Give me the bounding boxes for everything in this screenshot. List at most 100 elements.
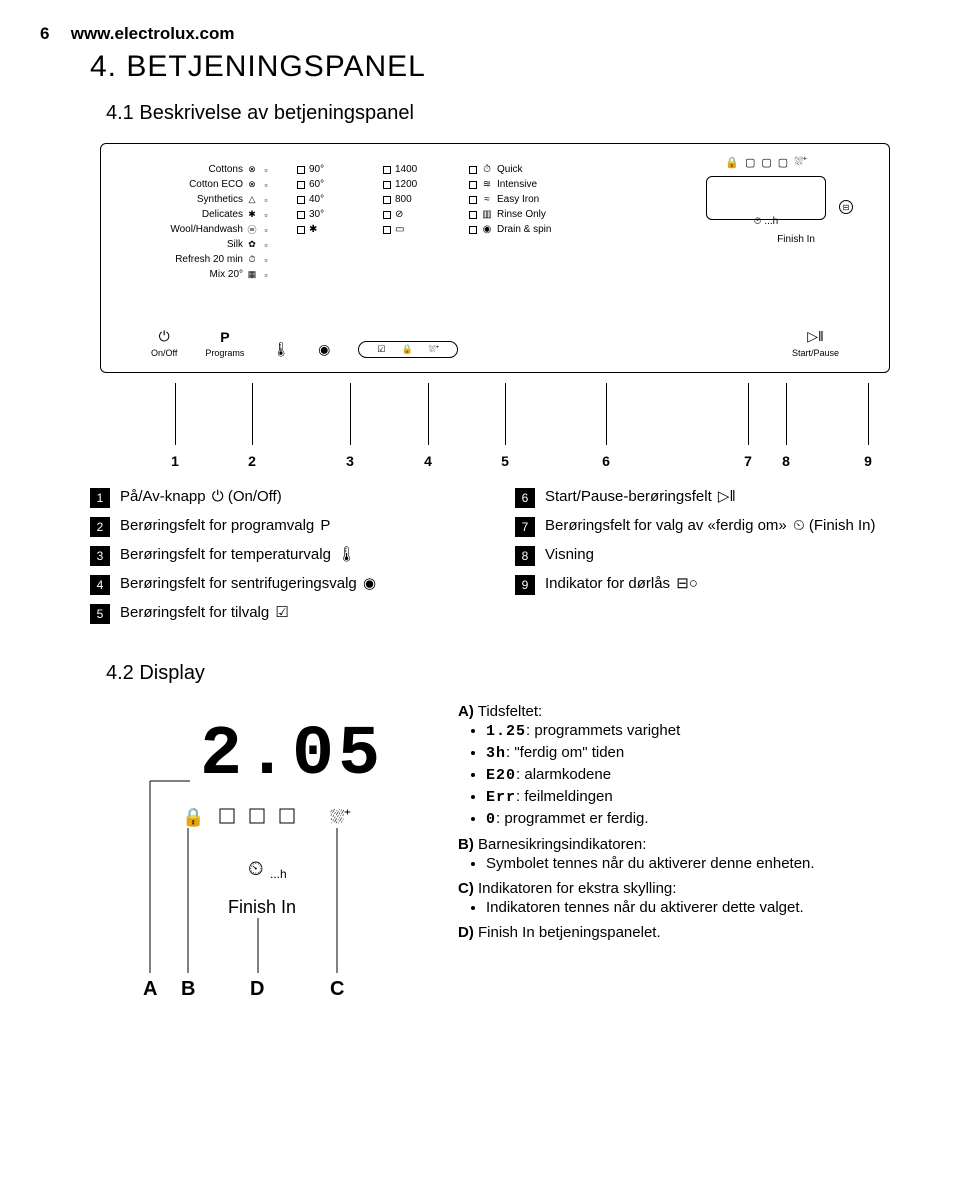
label-A: A	[143, 978, 157, 1000]
power-icon: ⏻	[159, 328, 170, 345]
list-text: : programmets varighet	[526, 722, 680, 739]
program-row: Wool/Handwashⓦ▫	[121, 222, 271, 237]
subsection-heading: 4.1 Beskrivelse av betjeningspanel	[106, 102, 920, 125]
program-icon: ✿	[247, 240, 257, 250]
rinse-plus-icon: ⛆⁺	[429, 344, 439, 355]
legend-icon: ⏲	[793, 517, 805, 534]
callout-line	[505, 383, 506, 445]
group-list: 1.25: programmets varighet3h: "ferdig om…	[486, 722, 900, 828]
program-marker: ▫	[261, 195, 271, 205]
option-row: ≋Intensive	[469, 177, 559, 192]
subsection-heading-display: 4.2 Display	[106, 662, 920, 685]
program-marker: ▫	[261, 255, 271, 265]
list-text: : programmet er ferdig.	[496, 810, 649, 827]
program-label: Mix 20°	[121, 269, 243, 280]
legend-item: 6Start/Pause-berøringsfelt ▷‖	[515, 487, 900, 508]
square-icon	[220, 809, 234, 823]
legend-icon: ⊟○	[676, 575, 698, 592]
spin-row: ⊘	[383, 207, 443, 222]
program-marker: ▫	[261, 210, 271, 220]
group-title: Finish In betjeningspanelet.	[478, 924, 661, 941]
callout-line	[786, 383, 787, 445]
label-B: B	[181, 978, 195, 1000]
callout-number: 6	[594, 449, 618, 473]
program-marker: ▫	[261, 165, 271, 175]
display-group-B: B) Barnesikringsindikatoren: Symbolet ten…	[458, 836, 900, 872]
group-title: Indikatoren for ekstra skylling:	[478, 880, 676, 897]
onoff-label: On/Off	[151, 348, 177, 358]
program-marker: ▫	[261, 240, 271, 250]
callout-number: 9	[856, 449, 880, 473]
list-item: Symbolet tennes når du aktiverer denne e…	[486, 855, 900, 872]
option-row: ≈Easy Iron	[469, 192, 559, 207]
temp-value: 40°	[309, 194, 324, 205]
legend-item: 4Berøringsfelt for sentrifugeringsvalg ◉	[90, 574, 475, 595]
spin-value: 1200	[395, 179, 417, 190]
option-label: Quick	[497, 164, 523, 175]
square-icon: ▢	[778, 156, 788, 172]
programs-button[interactable]: P Programs	[205, 329, 244, 358]
legend-left-column: 1På/Av-knapp ⏻ (On/Off)2Berøringsfelt fo…	[90, 487, 475, 632]
finish-in-label: Finish In	[228, 897, 296, 917]
program-label: Synthetics	[121, 194, 243, 205]
program-marker: ▫	[261, 270, 271, 280]
callout-number: 2	[240, 449, 264, 473]
lock-icon: 🔒	[725, 156, 739, 172]
finish-in-label: Finish In	[777, 234, 815, 245]
legend-item: 8Visning	[515, 545, 900, 566]
list-text: Indikatoren tennes når du aktiverer dett…	[486, 899, 804, 916]
legend-item: 2Berøringsfelt for programvalg P	[90, 516, 475, 537]
marker	[383, 211, 391, 219]
spin-button[interactable]: ◉	[318, 341, 330, 358]
group-head: D)	[458, 924, 474, 941]
section-heading: 4. BETJENINGSPANEL	[90, 50, 920, 84]
spin-value: 800	[395, 194, 412, 205]
label-D: D	[250, 978, 264, 1000]
options-column: ⏱Quick≋Intensive≈Easy Iron▥Rinse Only◉Dr…	[469, 162, 559, 282]
legend-icon: ⏻	[212, 488, 224, 505]
program-icon: △	[247, 195, 257, 205]
group-head: B)	[458, 836, 474, 853]
spin-icon: ◉	[318, 341, 330, 358]
callout-line	[868, 383, 869, 445]
segment-code: 0	[486, 811, 496, 828]
legend-item: 5Berøringsfelt for tilvalg ☑	[90, 603, 475, 624]
thermometer-icon: 🌡	[272, 341, 290, 358]
option-icon: ▥	[481, 209, 493, 220]
program-icon: ⓦ	[247, 225, 257, 235]
square-icon	[250, 809, 264, 823]
callout-line	[748, 383, 749, 445]
callout-line	[175, 383, 176, 445]
segment-code: E20	[486, 767, 516, 784]
clock-h-icon: ⏲	[248, 858, 264, 880]
temp-button[interactable]: 🌡	[272, 341, 290, 358]
group-head: C)	[458, 880, 474, 897]
callout-number: 5	[493, 449, 517, 473]
spin-row: ▭	[383, 222, 443, 237]
startpause-button[interactable]: ▷‖ Start/Pause	[792, 328, 839, 358]
marker	[297, 196, 305, 204]
callout-row: 123456789	[100, 383, 890, 473]
group-title: Barnesikringsindikatoren:	[478, 836, 646, 853]
page-header: 6 www.electrolux.com	[40, 24, 920, 44]
legend-icon: P	[320, 517, 330, 534]
callout-number: 3	[338, 449, 362, 473]
page-url: www.electrolux.com	[71, 24, 235, 43]
legend-text: Visning	[545, 545, 594, 565]
control-panel-figure: Cottons⊗▫Cotton ECO⊗▫Synthetics△▫Delicat…	[100, 143, 890, 373]
options-capsule[interactable]: ☑ 🔒 ⛆⁺	[358, 341, 458, 358]
temp-row: 30°	[297, 207, 357, 222]
onoff-button[interactable]: ⏻ On/Off	[151, 328, 177, 358]
lock-icon: 🔒	[401, 344, 412, 355]
program-marker: ▫	[261, 180, 271, 190]
legend-text: På/Av-knapp ⏻ (On/Off)	[120, 487, 282, 507]
marker	[469, 181, 477, 189]
program-row: Synthetics △ ▫	[121, 192, 271, 207]
legend-item: 3Berøringsfelt for temperaturvalg 🌡	[90, 545, 475, 566]
program-label: Delicates	[121, 209, 243, 220]
list-text: : feilmeldingen	[516, 788, 613, 805]
program-icon: ▦	[247, 270, 257, 280]
legend-text: Berøringsfelt for programvalg P	[120, 516, 330, 536]
program-row: Refresh 20 min⏱▫	[121, 252, 271, 267]
callout-number: 4	[416, 449, 440, 473]
